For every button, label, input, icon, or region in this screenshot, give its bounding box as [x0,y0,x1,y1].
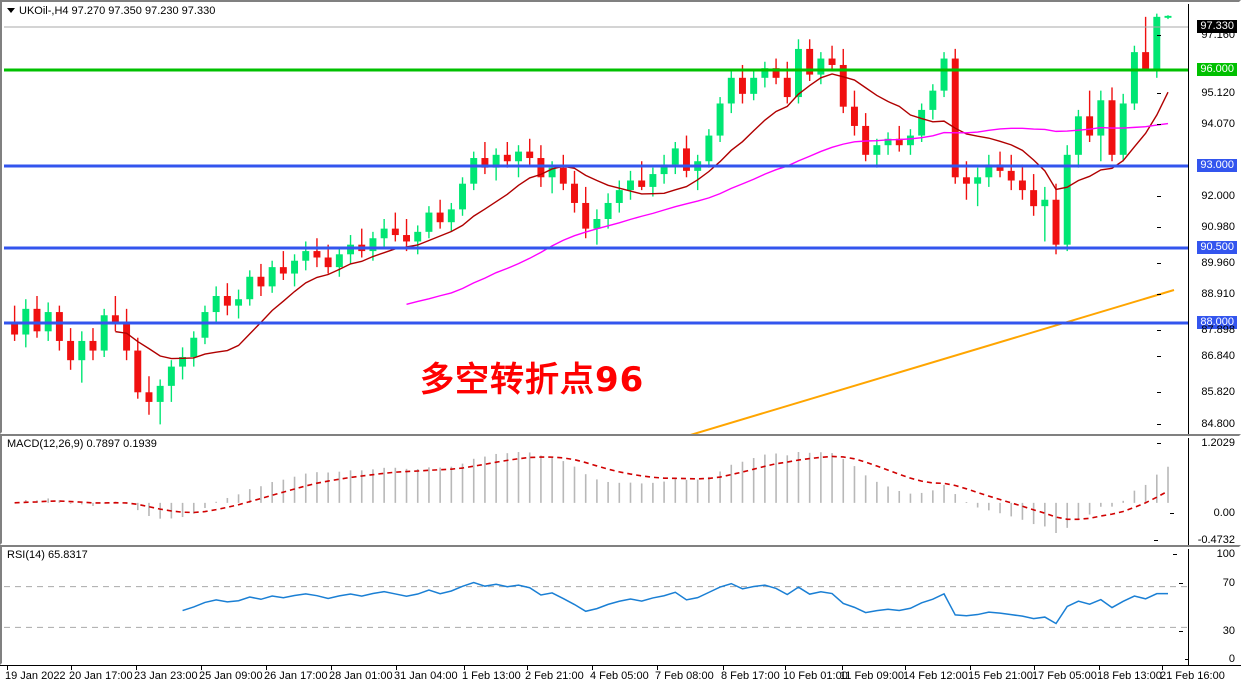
ma-fast-line [115,73,1169,360]
macd-signal-line [14,455,1169,521]
macd-panel[interactable]: MACD(12,26,9) 0.7897 0.1939 1.2029 0.00 -0… [0,434,1241,546]
price-axis-label: 87.898 [1157,325,1235,336]
price-axis-label: 89.960 [1157,258,1235,269]
macd-histogram [24,452,1169,533]
macd-svg [14,452,1169,533]
macd-axis-label: -0.4732 [1153,535,1235,546]
candle-series [11,13,1172,425]
price-axis-level-label[interactable]: 88.000 [1197,316,1237,329]
chart-annotation-text[interactable]: 多空转折点96 [420,360,645,400]
macd-axis-label: 1.2029 [1157,438,1235,449]
time-axis-label: 28 Jan 01:00 [329,670,393,682]
time-axis-tick [527,666,528,670]
rsi-svg [4,581,1191,628]
time-axis-label: 31 Jan 04:00 [394,670,458,682]
time-axis-tick [1099,666,1100,670]
rsi-line [182,581,1169,625]
rsi-level-lines [4,586,1191,628]
time-axis-tick [1034,666,1035,670]
price-axis[interactable]: 97.330 97.160 96.000 95.120 94.070 93.000 92.0… [1157,4,1237,434]
time-axis-tick [396,666,397,670]
rsi-panel[interactable]: RSI(14) 65.8317 100 70 30 0 [0,545,1241,665]
price-svg [4,13,1191,434]
time-axis-label: 25 Jan 09:00 [199,670,263,682]
time-axis-tick [970,666,971,670]
time-axis-tick [266,666,267,670]
macd-axis[interactable]: 1.2029 0.00 -0.4732 [1153,438,1237,546]
price-axis-label: 94.070 [1157,119,1235,130]
time-axis-tick [592,666,593,670]
time-axis-tick [7,666,8,670]
price-axis-label: 84.800 [1157,419,1235,430]
time-axis-label: 19 Jan 2022 [5,670,66,682]
time-axis-tick [842,666,843,670]
time-axis-tick [905,666,906,670]
rsi-axis-label: 70 [1178,578,1235,589]
price-axis-level-label[interactable]: 93.000 [1197,159,1237,172]
rsi-plot[interactable] [4,549,1191,665]
price-axis-label: 92.000 [1157,191,1235,202]
trendline [690,289,1175,434]
horizontal-level-lines [4,26,1191,325]
rsi-axis-label: 100 [1172,549,1235,560]
rsi-header: RSI(14) 65.8317 [7,549,88,561]
time-axis-tick [136,666,137,670]
time-axis-tick [201,666,202,670]
macd-axis-label: 0.00 [1169,508,1235,519]
time-axis[interactable]: 19 Jan 2022 20 Jan 17:00 23 Jan 23:00 25 Ja… [0,665,1241,691]
time-axis-tick [1162,666,1163,670]
rsi-axis[interactable]: 100 70 30 0 [1172,549,1237,665]
time-axis-tick [464,666,465,670]
rsi-axis-label: 0 [1184,654,1235,665]
price-axis-label: 85.820 [1157,387,1235,398]
time-axis-tick [723,666,724,670]
price-axis-level-label[interactable]: 90.500 [1197,241,1237,254]
time-axis-label: 20 Jan 17:00 [69,670,133,682]
macd-plot[interactable] [4,438,1191,545]
price-axis-level-label[interactable]: 96.000 [1197,63,1237,76]
time-axis-tick [785,666,786,670]
time-axis-label: 15 Feb 21:00 [968,670,1033,682]
time-axis-label: 1 Feb 13:00 [462,670,521,682]
symbol-header-bar[interactable]: UKOil-,H4 97.270 97.350 97.230 97.330 [7,5,215,17]
symbol-header-text: UKOil-,H4 97.270 97.350 97.230 97.330 [19,5,216,17]
macd-header: MACD(12,26,9) 0.7897 0.1939 [7,438,157,450]
time-axis-label: 10 Feb 01:00 [783,670,848,682]
price-axis-label: 86.840 [1157,351,1235,362]
price-axis-label: 97.160 [1157,30,1235,41]
time-axis-label: 26 Jan 17:00 [264,670,328,682]
time-axis-label: 17 Feb 05:00 [1032,670,1097,682]
time-axis-label: 14 Feb 12:00 [903,670,968,682]
time-axis-label: 11 Feb 09:00 [840,670,905,682]
price-plot[interactable] [4,4,1191,434]
price-axis-label: 95.120 [1157,88,1235,99]
price-axis-label: 90.980 [1157,222,1235,233]
rsi-axis-label: 30 [1178,626,1235,637]
time-axis-label: 18 Feb 13:00 [1097,670,1162,682]
price-panel[interactable]: UKOil-,H4 97.270 97.350 97.230 97.330 97… [0,0,1241,434]
time-axis-tick [331,666,332,670]
time-axis-label: 7 Feb 08:00 [655,670,714,682]
price-axis-level-label[interactable]: 97.330 [1197,20,1237,33]
time-axis-label: 21 Feb 16:00 [1160,670,1225,682]
time-axis-label: 4 Feb 05:00 [590,670,649,682]
time-axis-label: 8 Feb 17:00 [721,670,780,682]
time-axis-label: 2 Feb 21:00 [525,670,584,682]
time-axis-label: 23 Jan 23:00 [134,670,198,682]
time-axis-tick [71,666,72,670]
time-axis-tick [657,666,658,670]
caret-down-icon[interactable] [7,7,15,13]
price-axis-label: 88.910 [1157,289,1235,300]
